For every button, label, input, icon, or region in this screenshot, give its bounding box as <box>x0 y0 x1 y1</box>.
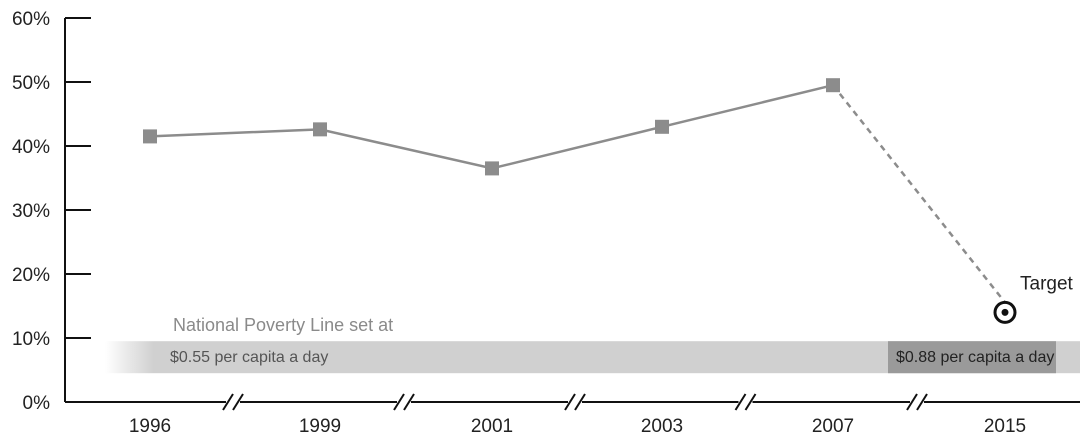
axis-break-mark <box>564 393 576 411</box>
y-tick-label: 60% <box>12 9 50 30</box>
target-group: Target <box>993 273 1074 324</box>
axis-break-mark <box>403 393 415 411</box>
poverty-band-high <box>888 341 1056 374</box>
data-point <box>485 161 499 176</box>
x-tick-label: 2015 <box>984 416 1026 437</box>
axis-break-mark <box>574 393 586 411</box>
x-tick-label: 2003 <box>641 416 683 437</box>
x-tick-label: 2001 <box>471 416 513 437</box>
data-point <box>313 122 327 137</box>
y-tick-label: 30% <box>12 201 50 222</box>
poverty-band-low-label: $0.55 per capita a day <box>170 349 328 366</box>
poverty-line-note: National Poverty Line set at <box>173 315 393 335</box>
x-tick-label: 1996 <box>129 416 171 437</box>
data-point <box>826 78 840 93</box>
axis-break-mark <box>232 393 244 411</box>
y-tick-label: 10% <box>12 329 50 350</box>
series-line <box>149 83 834 170</box>
y-axis: 0% 10% 20% 30% 40% 50% 60% <box>12 9 91 414</box>
axis-break-mark <box>744 393 757 411</box>
axis-break-mark <box>734 393 747 411</box>
y-tick-label: 0% <box>23 393 51 414</box>
x-tick-label: 2007 <box>812 416 854 437</box>
target-label: Target <box>1020 273 1074 294</box>
axis-break-mark <box>906 393 918 411</box>
target-icon <box>993 300 1017 324</box>
axis-break-mark <box>393 393 405 411</box>
y-tick-label: 50% <box>12 73 50 94</box>
x-tick-label: 1999 <box>299 416 341 437</box>
axis-break-mark <box>222 393 234 411</box>
axis-break-mark <box>916 393 928 411</box>
y-tick-label: 20% <box>12 265 50 286</box>
x-axis: 1996 1999 2001 2003 2007 2015 <box>65 393 1080 437</box>
data-point <box>655 119 669 134</box>
data-point <box>143 129 157 144</box>
poverty-band-group: $0.55 per capita a day $0.88 per capita … <box>105 315 1080 374</box>
y-tick-label: 40% <box>12 137 50 158</box>
series-group <box>143 78 1006 304</box>
target-center-dot <box>1001 308 1009 316</box>
poverty-band-high-label: $0.88 per capita a day <box>896 349 1054 366</box>
projection-line <box>832 84 1006 304</box>
